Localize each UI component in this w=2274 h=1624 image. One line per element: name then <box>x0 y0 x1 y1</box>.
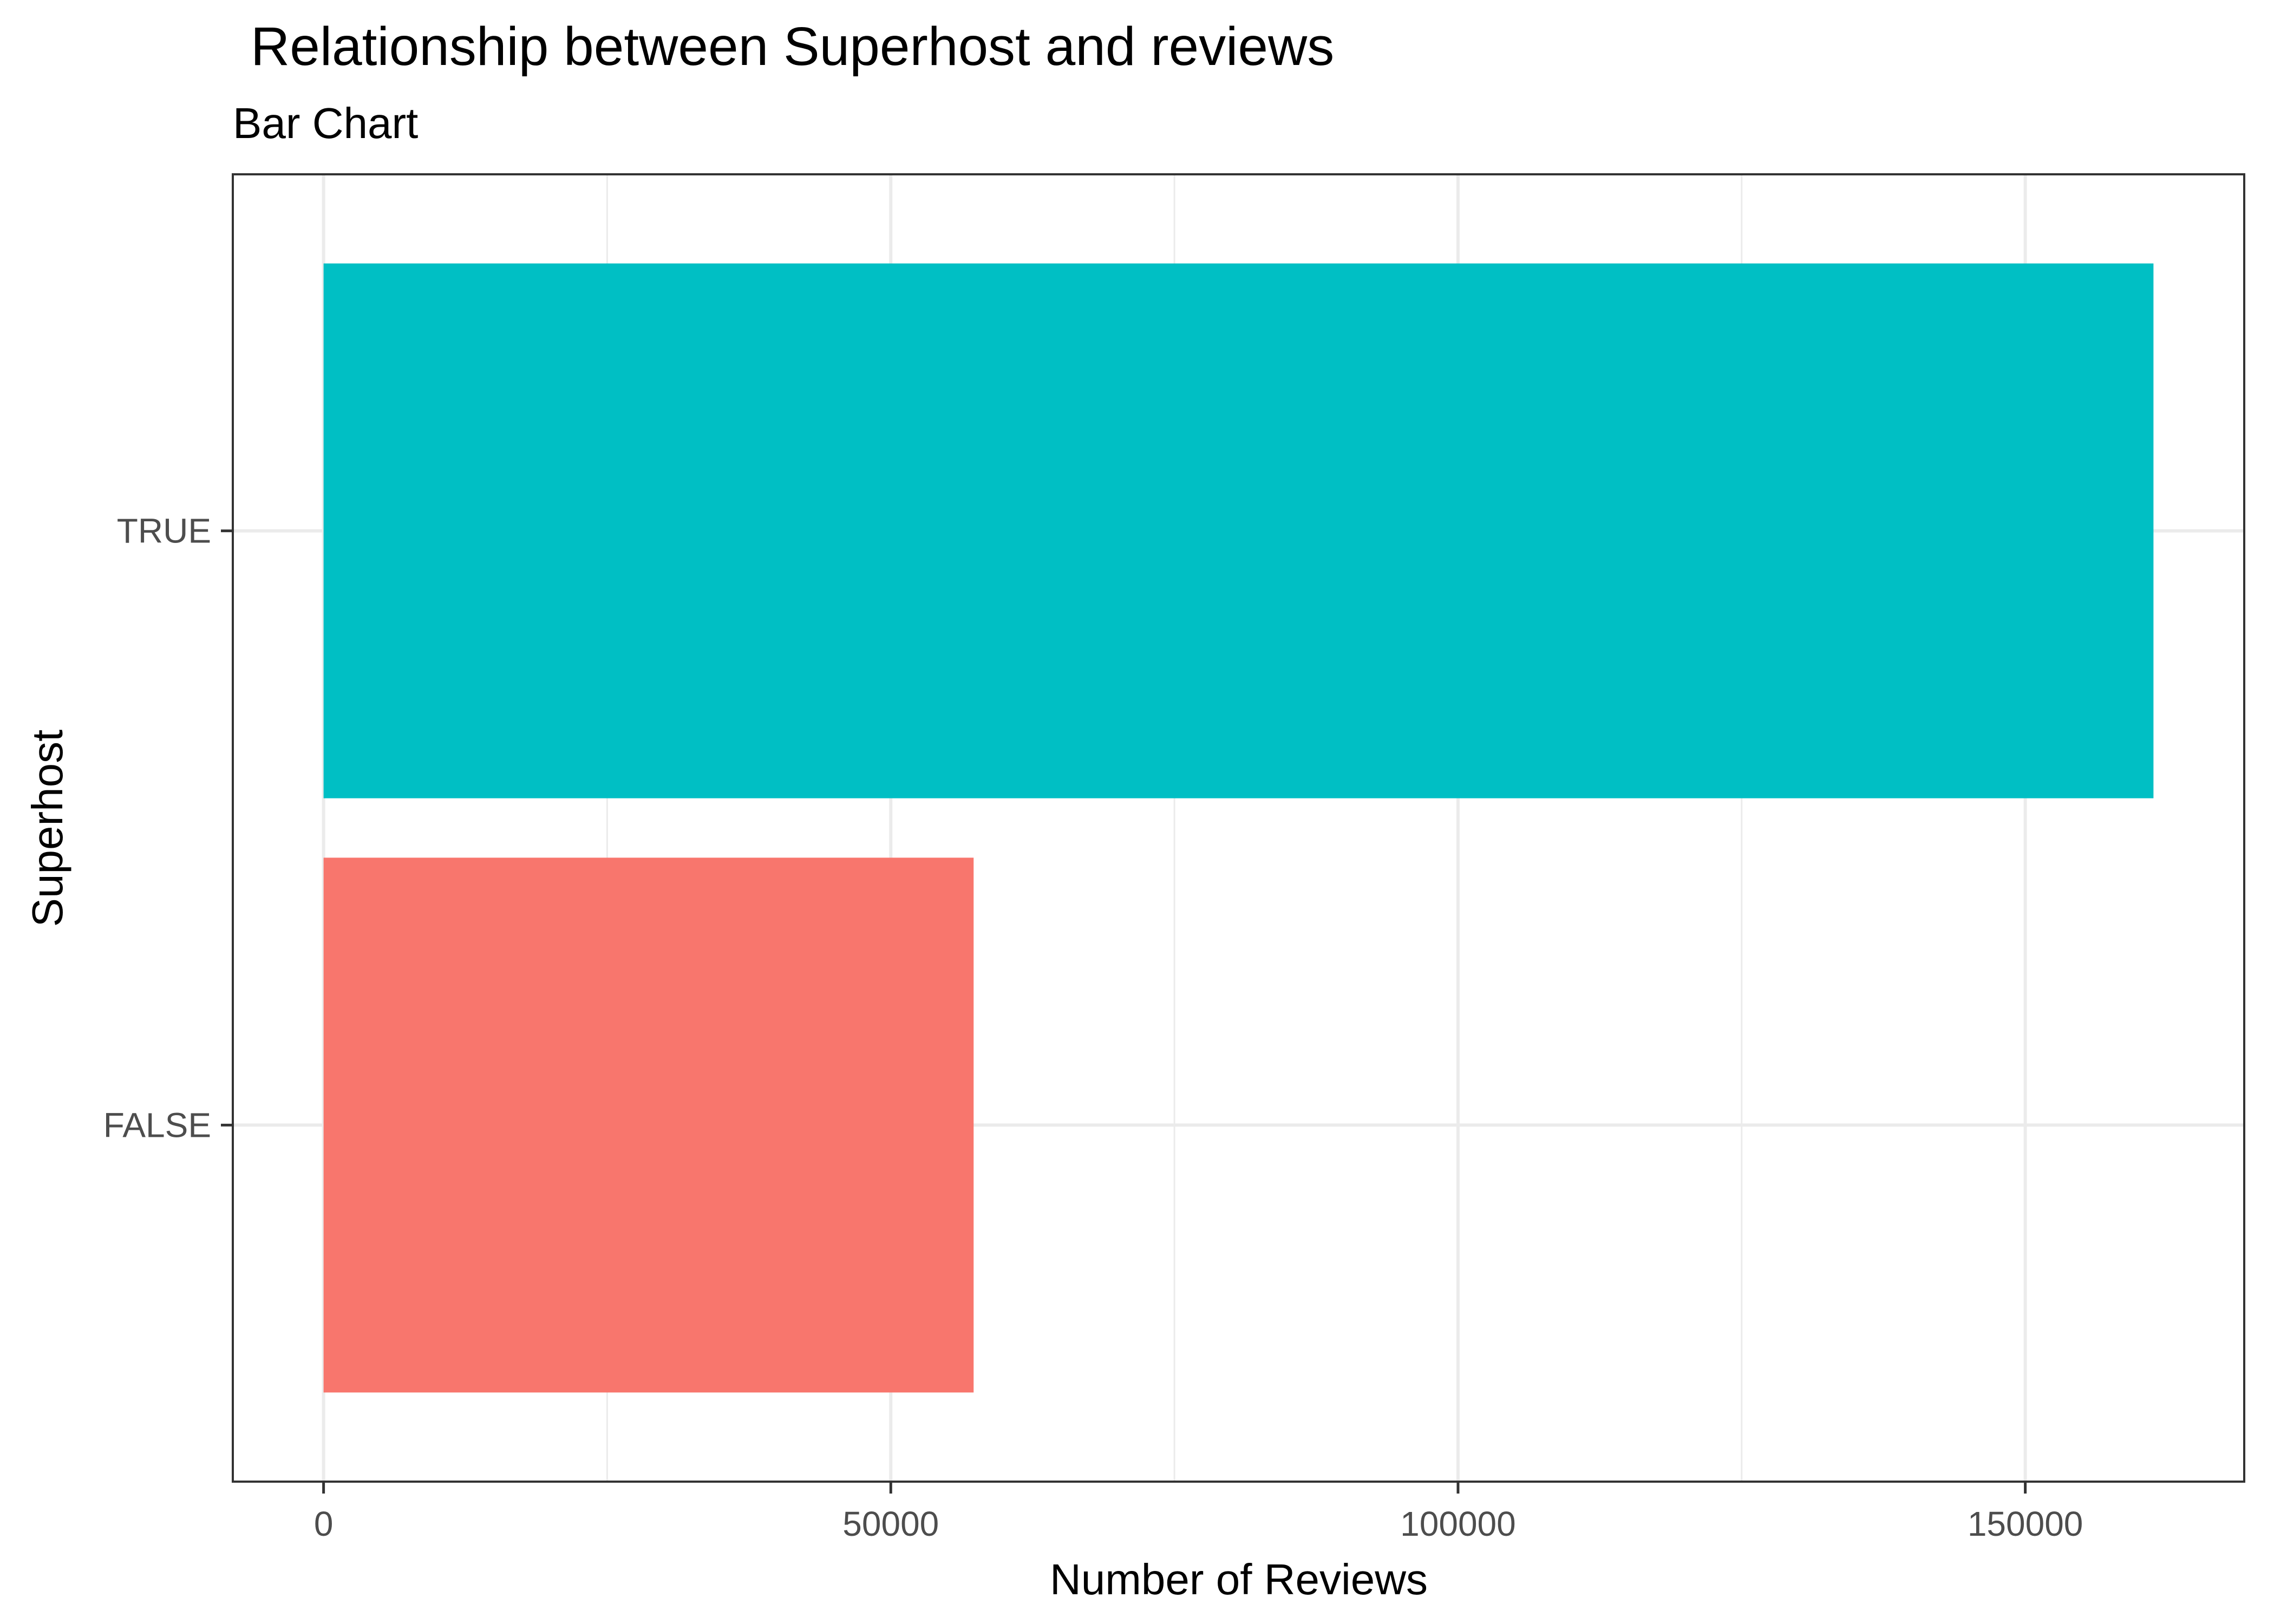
x-tick-label: 0 <box>314 1504 334 1543</box>
y-tick-label-true: TRUE <box>117 512 211 551</box>
x-axis: 0 50000 100000 150000 <box>314 1482 2083 1543</box>
bar-false <box>323 857 974 1393</box>
y-axis-title: Superhost <box>23 730 71 927</box>
bars-layer <box>323 263 2154 1393</box>
x-tick-label: 50000 <box>842 1504 939 1543</box>
chart-subtitle: Bar Chart <box>233 99 418 147</box>
x-tick-label: 100000 <box>1400 1504 1516 1543</box>
plot-panel <box>232 173 2245 1483</box>
y-axis: FALSE TRUE <box>103 512 233 1144</box>
bar-true <box>323 263 2154 798</box>
panel-border <box>232 173 2245 1483</box>
x-tick-label: 150000 <box>1968 1504 2083 1543</box>
x-axis-title: Number of Reviews <box>1050 1555 1428 1603</box>
chart-title: Relationship between Superhost and revie… <box>251 16 1334 77</box>
y-tick-label-false: FALSE <box>103 1105 211 1144</box>
